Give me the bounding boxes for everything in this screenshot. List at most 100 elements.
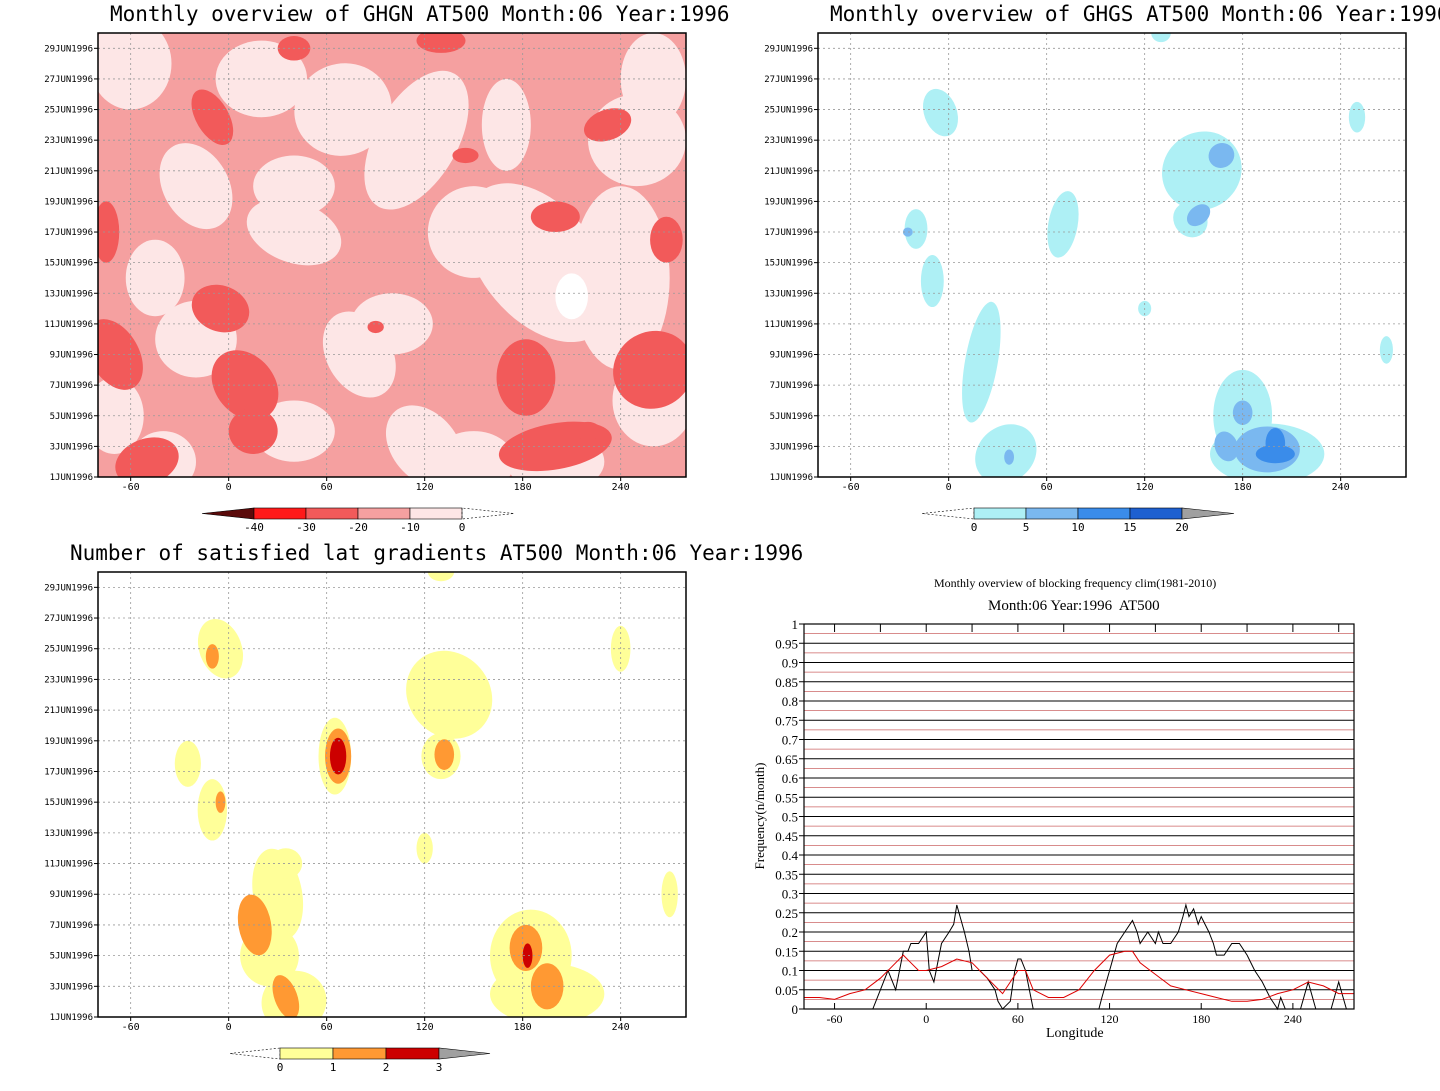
lat-contour-region	[205, 644, 219, 669]
ghgs-contour-region	[1208, 143, 1235, 168]
ghgn-colorbar-segment	[409, 507, 463, 520]
ghgs-ytick-label: 21JUN1996	[764, 167, 813, 177]
ghgn-xtick-label: 0	[226, 482, 232, 493]
freq-ytick-label: 0.35	[775, 867, 798, 882]
ghgs-contour-region	[902, 227, 913, 237]
lat-xtick-label: 120	[416, 1022, 434, 1033]
ghgn-contour-region	[416, 33, 466, 53]
ghgs-contour-region	[962, 301, 1001, 423]
ghgn-contour-region	[613, 330, 686, 409]
ghgn-xtick-label: 60	[321, 482, 333, 493]
ghgn-ytick-label: 23JUN1996	[44, 136, 93, 146]
lat-colorbar-label: 0	[277, 1061, 284, 1074]
ghgs-contour-region	[1151, 33, 1171, 43]
ghgs-xtick-label: 240	[1332, 482, 1350, 493]
freq-ytick-label: 0.5	[782, 810, 798, 825]
freq-xtick-label: 60	[1012, 1012, 1024, 1026]
ghgn-frame	[97, 32, 687, 478]
ghgs-ytick-label: 15JUN1996	[764, 259, 813, 269]
ghgn-contour-region	[159, 143, 233, 230]
freq-title: Monthly overview of blocking frequency c…	[934, 576, 1217, 590]
freq-ytick-label: 1	[792, 617, 799, 632]
ghgn-colorbar-label: -30	[296, 521, 316, 534]
ghgn-ytick-label: 21JUN1996	[44, 167, 93, 177]
lat-colorbar-right-arrow	[438, 1047, 491, 1060]
ghgs-ytick-label: 3JUN1996	[770, 442, 813, 452]
ghgs-contour-region	[1186, 204, 1211, 227]
ghgs-colorbar-segment	[1129, 507, 1183, 520]
ghgn-ytick-label: 25JUN1996	[44, 106, 93, 116]
lat-xtick-label: 60	[321, 1022, 333, 1033]
ghgs-colorbar-label: 0	[971, 521, 978, 534]
freq-ytick-label: 0.75	[775, 713, 798, 728]
ghgs-colorbar-label: 20	[1175, 521, 1188, 534]
ghgs-ytick-label: 29JUN1996	[764, 44, 813, 54]
lat-ytick-label: 9JUN1996	[50, 890, 93, 900]
ghgs-contour-region	[1047, 191, 1079, 258]
ghgn-ytick-label: 3JUN1996	[50, 442, 93, 452]
lat-ytick-label: 5JUN1996	[50, 952, 93, 962]
ghgn-ytick-label: 1JUN1996	[50, 473, 93, 483]
ghgn-colorbar-label: -10	[400, 521, 420, 534]
lat-ytick-label: 11JUN1996	[44, 860, 93, 870]
lat-colorbar-left-arrow	[229, 1047, 281, 1060]
ghgs-colorbar-left-arrow	[921, 507, 975, 520]
ghgs-colorbar-label: 15	[1123, 521, 1136, 534]
ghgn-colorbar-label: -20	[348, 521, 368, 534]
freq-xtick-label: 180	[1192, 1012, 1210, 1026]
ghgn-xtick-label: 240	[612, 482, 630, 493]
ghgs-title: Monthly overview of GHGS AT500 Month:06 …	[830, 2, 1440, 26]
freq-ytick-label: 0.3	[782, 887, 798, 902]
freq-series-clim-line	[804, 950, 1354, 1002]
ghgs-ytick-label: 1JUN1996	[770, 473, 813, 483]
ghgs-xtick-label: 180	[1234, 482, 1252, 493]
ghgn-fields	[98, 33, 686, 477]
ghgn-contour-region	[191, 89, 234, 145]
ghgs-ytick-label: 27JUN1996	[764, 75, 813, 85]
lat-ytick-label: 25JUN1996	[44, 645, 93, 655]
ghgs-contour-region	[920, 255, 944, 308]
ghgn-colorbar-segment	[305, 507, 359, 520]
lat-xtick-label: 180	[514, 1022, 532, 1033]
freq-xtick-label: 120	[1101, 1012, 1119, 1026]
ghgs-contour-region	[1004, 449, 1014, 465]
ghgn-contour-region	[98, 33, 172, 110]
ghgn-contour-region	[555, 273, 589, 320]
ghgs-contour-region	[923, 88, 958, 137]
ghgn-contour-region	[496, 339, 556, 416]
ghgs-xtick-label: 60	[1041, 482, 1053, 493]
freq-xlabel: Longitude	[1046, 1026, 1104, 1041]
ghgs-contour-region	[1232, 400, 1253, 425]
ghgn-contour-region	[650, 216, 683, 263]
ghgs-contour-region	[1348, 101, 1366, 133]
freq-xtick-label: 0	[923, 1012, 929, 1026]
ghgs-xtick-label: 120	[1136, 482, 1154, 493]
ghgn-ytick-label: 13JUN1996	[44, 289, 93, 299]
ghgn-contour-region	[367, 320, 384, 334]
freq-ytick-label: 0.05	[775, 983, 798, 998]
lat-contour-region	[269, 848, 303, 879]
lat-contour-region	[215, 791, 226, 813]
freq-ytick-label: 0.6	[782, 771, 799, 786]
freq-ytick-label: 0.65	[775, 752, 798, 767]
lat-colorbar-segment	[279, 1047, 334, 1060]
lat-ytick-label: 13JUN1996	[44, 829, 93, 839]
ghgn-colorbar-label: 0	[459, 521, 466, 534]
ghgn-contour-region	[215, 40, 308, 118]
ghgn-xtick-label: 180	[514, 482, 532, 493]
lat-xtick-label: -60	[122, 1022, 140, 1033]
ghgs-colorbar-segment	[973, 507, 1027, 520]
ghgs-ytick-label: 7JUN1996	[770, 381, 813, 391]
ghgs-colorbar-label: 10	[1071, 521, 1084, 534]
freq-ytick-label: 0.7	[782, 733, 799, 748]
ghgn-xtick-label: 120	[416, 482, 434, 493]
ghgn-contour-region	[191, 284, 250, 333]
ghgn-colorbar-segment	[253, 507, 307, 520]
freq-ylabel: Frequency(n/month)	[752, 762, 767, 870]
ghgs-colorbar-segment	[1025, 507, 1079, 520]
lat-ytick-label: 29JUN1996	[44, 583, 93, 593]
ghgs-fields	[902, 33, 1393, 477]
lat-colorbar-segment	[332, 1047, 387, 1060]
lat-ytick-label: 21JUN1996	[44, 706, 93, 716]
lat-frame	[97, 571, 687, 1018]
